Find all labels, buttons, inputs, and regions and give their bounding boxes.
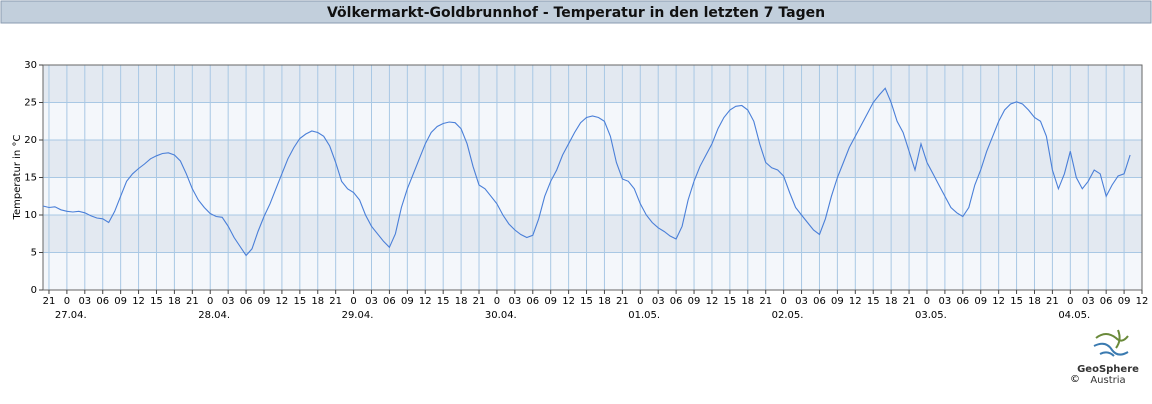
date-label: 29.04. (342, 310, 374, 321)
y-tick-label: 20 (24, 135, 37, 146)
title-bar (0, 0, 1152, 24)
band (43, 65, 1142, 103)
x-tick-label: 0 (64, 296, 70, 307)
x-tick-label: 0 (1067, 296, 1073, 307)
x-tick-label: 0 (350, 296, 356, 307)
logo-sub: Austria (1090, 375, 1125, 386)
x-tick-label: 06 (240, 296, 253, 307)
x-tick-label: 21 (903, 296, 916, 307)
date-label: 27.04. (55, 310, 87, 321)
x-tick-label: 06 (813, 296, 826, 307)
date-label: 02.05. (772, 310, 804, 321)
x-tick-label: 09 (974, 296, 987, 307)
x-tick-label: 12 (562, 296, 575, 307)
band (43, 140, 1142, 178)
plot-area: 0 5 10 15 20 25 30 21 0 03 06 09 12 15 18 21 0 03 06 09 12 15… (24, 60, 1148, 321)
x-tick-label: 18 (1028, 296, 1041, 307)
x-tick-label: 18 (598, 296, 611, 307)
x-tick-label: 03 (1082, 296, 1095, 307)
x-tick-label: 21 (473, 296, 486, 307)
date-label: 01.05. (628, 310, 660, 321)
copyright: © (1070, 374, 1080, 385)
y-tick-label: 10 (24, 210, 37, 221)
y-tick-label: 30 (24, 60, 37, 71)
x-tick-label: 15 (437, 296, 450, 307)
x-tick-label: 0 (780, 296, 786, 307)
x-tick-label: 15 (293, 296, 306, 307)
x-tick-label: 21 (186, 296, 199, 307)
x-tick-label: 18 (311, 296, 324, 307)
band (43, 215, 1142, 253)
x-tick-label: 06 (670, 296, 683, 307)
x-tick-label: 21 (43, 296, 56, 307)
x-tick-label: 06 (526, 296, 539, 307)
date-label: 04.05. (1058, 310, 1090, 321)
x-tick-label: 09 (258, 296, 271, 307)
x-tick-label: 03 (222, 296, 235, 307)
x-tick-label: 12 (276, 296, 289, 307)
x-tick-label: 12 (706, 296, 719, 307)
x-tick-label: 21 (1046, 296, 1059, 307)
x-tick-label: 0 (494, 296, 500, 307)
x-tick-label: 0 (207, 296, 213, 307)
x-tick-label: 03 (652, 296, 665, 307)
x-tick-label: 06 (96, 296, 109, 307)
x-tick-label: 21 (616, 296, 629, 307)
y-tick-label: 15 (24, 173, 37, 184)
x-tick-label: 18 (455, 296, 468, 307)
x-tick-label: 03 (939, 296, 952, 307)
x-tick-label: 12 (849, 296, 862, 307)
x-tick-label: 15 (1010, 296, 1023, 307)
x-tick-label: 15 (867, 296, 880, 307)
chart-title: Völkermarkt-Goldbrunnhof - Temperatur in… (327, 5, 825, 21)
x-tick-label: 15 (150, 296, 163, 307)
x-tick-label: 21 (329, 296, 342, 307)
x-tick-label: 09 (688, 296, 701, 307)
x-tick-label: 0 (924, 296, 930, 307)
y-tick-label: 0 (31, 285, 37, 296)
x-tick-label: 15 (724, 296, 737, 307)
date-label: 28.04. (198, 310, 230, 321)
x-tick-label: 09 (114, 296, 127, 307)
logo-icon (1093, 329, 1129, 357)
x-tick-label: 18 (885, 296, 898, 307)
date-label: 30.04. (485, 310, 517, 321)
y-tick-label: 25 (24, 98, 37, 109)
x-tick-label: 09 (1118, 296, 1131, 307)
y-tick-label: 5 (31, 248, 37, 259)
y-axis-label: Temperatur in °C (12, 135, 23, 221)
x-tick-label: 09 (401, 296, 414, 307)
x-tick-label: 09 (831, 296, 844, 307)
logo-name: GeoSphere (1077, 364, 1139, 375)
x-tick-label: 0 (637, 296, 643, 307)
series-line (42, 87, 1131, 257)
x-tick-label: 03 (795, 296, 808, 307)
x-tick-label: 03 (508, 296, 521, 307)
x-tick-label: 06 (956, 296, 969, 307)
date-label: 03.05. (915, 310, 947, 321)
x-tick-label: 03 (365, 296, 378, 307)
x-tick-label: 06 (1100, 296, 1113, 307)
x-tick-label: 21 (759, 296, 772, 307)
x-tick-label: 12 (1136, 296, 1149, 307)
x-tick-label: 15 (580, 296, 593, 307)
x-tick-label: 03 (78, 296, 91, 307)
x-tick-label: 06 (383, 296, 396, 307)
x-tick-label: 12 (419, 296, 432, 307)
x-tick-label: 09 (544, 296, 557, 307)
x-tick-label: 18 (168, 296, 181, 307)
x-tick-label: 12 (132, 296, 145, 307)
x-tick-label: 18 (741, 296, 754, 307)
x-tick-label: 12 (992, 296, 1005, 307)
